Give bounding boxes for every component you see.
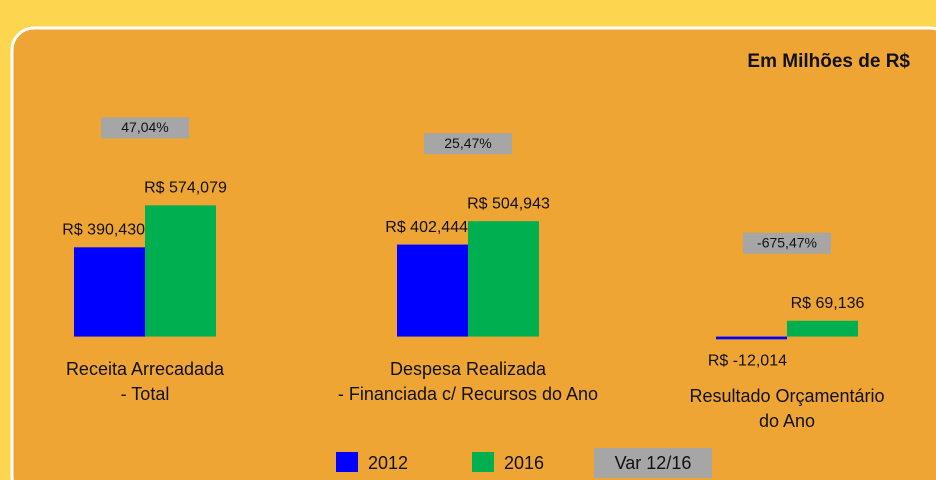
x-tick-label: - Total xyxy=(121,384,170,404)
value-label: R$ -12,014 xyxy=(708,353,787,370)
value-label: R$ 69,136 xyxy=(791,295,865,312)
x-tick-label: do Ano xyxy=(759,411,815,431)
chart-title: Em Milhões de R$ xyxy=(747,51,910,72)
x-tick-label: Receita Arrecadada xyxy=(66,359,225,379)
value-label: R$ 504,943 xyxy=(467,195,550,212)
value-label: R$ 390,430 xyxy=(62,222,145,239)
x-tick-label: Resultado Orçamentário xyxy=(689,386,884,406)
legend-swatch xyxy=(336,452,358,472)
var-box xyxy=(424,133,512,155)
value-label: R$ 574,079 xyxy=(144,180,227,197)
var-label: -675,47% xyxy=(757,234,817,250)
var-box xyxy=(743,232,831,254)
legend-label: 2012 xyxy=(368,453,408,473)
legend-var-box xyxy=(594,448,712,478)
bar xyxy=(74,247,145,337)
legend-swatch xyxy=(472,452,494,472)
x-tick-label: - Financiada c/ Recursos do Ano xyxy=(338,384,598,404)
bar xyxy=(145,205,216,337)
var-label: 47,04% xyxy=(121,119,168,135)
legend-label: Var 12/16 xyxy=(615,453,692,473)
x-tick-label: Despesa Realizada xyxy=(390,359,547,379)
var-box xyxy=(101,117,189,139)
bar xyxy=(397,244,468,337)
bar xyxy=(468,221,539,337)
value-label: R$ 402,444 xyxy=(385,219,468,236)
legend-label: 2016 xyxy=(504,453,544,473)
bar xyxy=(787,320,858,337)
var-label: 25,47% xyxy=(444,135,491,151)
bar xyxy=(716,336,787,340)
